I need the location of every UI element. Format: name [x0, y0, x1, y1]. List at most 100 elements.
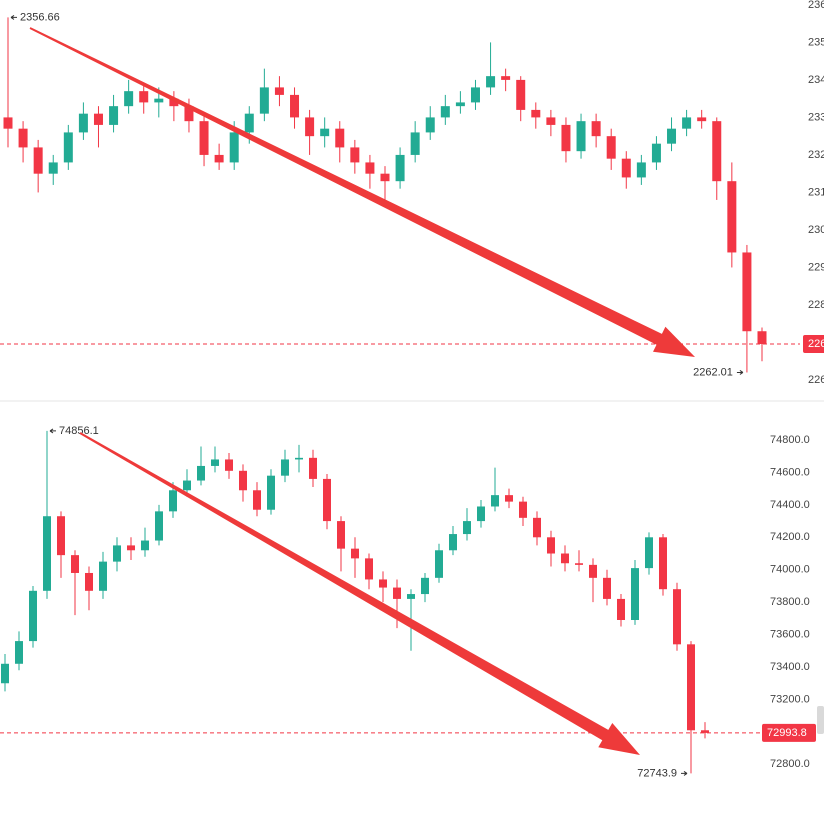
candle-body: [421, 577, 429, 595]
candle-body: [169, 98, 179, 107]
candle-body: [449, 534, 457, 551]
candle-body: [281, 459, 289, 476]
low-label: 72743.9: [637, 767, 677, 779]
candle-body: [197, 465, 205, 481]
candle-body: [727, 181, 737, 253]
candle-body: [18, 128, 28, 148]
candle-body: [505, 495, 513, 502]
candle-body: [440, 106, 450, 118]
low-marker-arrow: [736, 370, 744, 375]
candle-body: [435, 550, 443, 578]
candle-body: [682, 117, 692, 129]
current-price-label: 2269.6: [808, 338, 824, 350]
y-tick-label: 72800.0: [770, 758, 810, 770]
y-tick-label: 74800.0: [770, 434, 810, 446]
y-tick-label: 2280: [808, 299, 824, 311]
candle-body: [350, 147, 360, 163]
current-price-label: 72993.8: [767, 727, 807, 739]
candle-body: [295, 457, 303, 460]
y-tick-label: 74200.0: [770, 531, 810, 543]
candle-body: [335, 128, 345, 148]
candle-body: [742, 252, 752, 332]
candle-body: [603, 577, 611, 599]
candle-body: [48, 162, 58, 174]
current-price-box: [762, 723, 816, 742]
low-label: 2262.01: [693, 366, 733, 378]
candle-body: [365, 162, 375, 174]
candle-body: [621, 158, 631, 178]
candle-body: [225, 459, 233, 471]
candle-body: [519, 501, 527, 518]
candle-body: [214, 154, 224, 163]
candle-body: [477, 506, 485, 522]
trend-arrow: [79, 432, 640, 755]
scroll-handle[interactable]: [817, 706, 824, 734]
high-marker-arrow: [10, 14, 17, 20]
candle-body: [516, 79, 526, 110]
candle-body: [78, 113, 88, 133]
candle-body: [425, 117, 435, 133]
candle-body: [199, 121, 209, 155]
y-tick-label: 73800.0: [770, 596, 810, 608]
candle-body: [645, 537, 653, 569]
candle-body: [379, 579, 387, 588]
candle-body: [99, 561, 107, 591]
y-tick-label: 2350: [808, 36, 824, 48]
y-tick-label: 74000.0: [770, 564, 810, 576]
candle-body: [33, 147, 43, 174]
y-tick-label: 73200.0: [770, 693, 810, 705]
candle-body: [305, 117, 315, 137]
candle-body: [380, 173, 390, 182]
candle-body: [211, 459, 219, 466]
candle-body: [631, 568, 639, 620]
candle-body: [323, 478, 331, 522]
candle-body: [365, 558, 373, 580]
high-label: 2356.66: [20, 11, 60, 23]
candle-body: [351, 548, 359, 559]
candle-body: [667, 128, 677, 144]
candle-body: [29, 590, 37, 642]
candle-body: [109, 106, 119, 125]
candle-body: [712, 121, 722, 182]
candle-body: [267, 475, 275, 510]
high-marker-arrow: [49, 428, 56, 434]
candle-body: [617, 598, 625, 620]
candle-body: [320, 128, 330, 137]
candle-body: [561, 553, 569, 564]
candle-body: [85, 572, 93, 591]
candle-body: [183, 480, 191, 491]
candle-body: [651, 143, 661, 163]
candle-body: [591, 121, 601, 137]
candle-body: [1, 663, 9, 684]
trend-arrow: [29, 27, 696, 357]
candle-body: [606, 136, 616, 159]
candle-body: [274, 87, 284, 95]
candle-body: [141, 540, 149, 551]
y-tick-label: 2320: [808, 149, 824, 161]
candle-body: [393, 587, 401, 599]
candle-body: [244, 113, 254, 133]
candle-body: [395, 154, 405, 182]
candle-body: [491, 495, 499, 507]
candle-body: [63, 132, 73, 163]
candle-body: [337, 521, 345, 549]
y-tick-label: 2310: [808, 186, 824, 198]
candle-body: [127, 545, 135, 551]
candle-body: [757, 331, 767, 344]
candle-body: [124, 91, 134, 107]
candle-body: [259, 87, 269, 114]
candle-body: [501, 76, 511, 80]
candle-body: [531, 109, 541, 118]
candle-body: [561, 124, 571, 152]
candle-body: [154, 98, 164, 103]
y-tick-label: 2300: [808, 224, 824, 236]
candle-body: [636, 162, 646, 178]
candle-body: [470, 87, 480, 103]
candle-body: [546, 117, 556, 125]
candle-body: [455, 102, 465, 107]
candle-body: [589, 564, 597, 578]
candle-body: [57, 516, 65, 556]
